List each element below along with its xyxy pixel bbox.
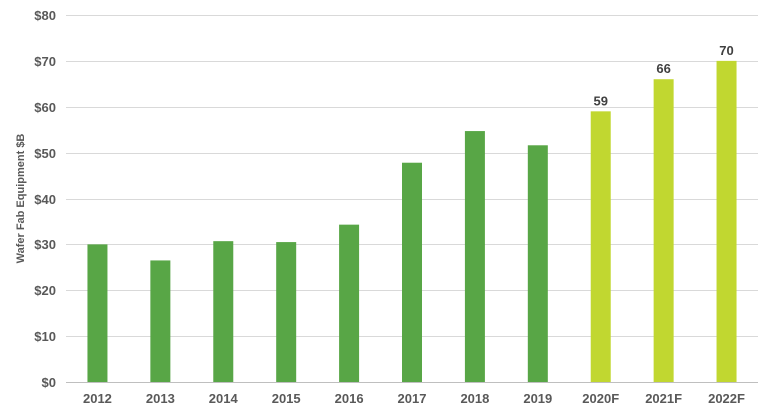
y-tick-label: $10 [34,329,56,344]
y-tick-label: $30 [34,237,56,252]
bar-2018 [464,131,485,382]
bar-2022f [716,60,737,382]
data-labels: 59 66 70 [593,43,733,108]
x-tick-label: 2021F [645,391,682,406]
x-tick-label: 2017 [398,391,427,406]
x-tick-label: 2015 [272,391,301,406]
bar-2020f [590,111,611,383]
data-label: 59 [593,93,607,108]
bar-2017 [402,162,422,382]
y-tick-label: $50 [34,146,56,161]
x-tick-label: 2016 [335,391,364,406]
x-axis-ticks: 2012 2013 2014 2015 2016 2017 2018 2019 2020F 202… [83,391,745,406]
bar-2012 [87,244,108,382]
bars [87,60,737,383]
x-tick-label: 2022F [708,391,745,406]
x-tick-label: 2020F [582,391,619,406]
y-tick-label: $40 [34,192,56,207]
x-tick-label: 2014 [209,391,239,406]
x-tick-label: 2012 [83,391,112,406]
y-tick-label: $60 [34,100,56,115]
y-axis-ticks: $0 $10 $20 $30 $40 $50 $60 $70 $80 [34,8,56,390]
bar-2014 [213,241,234,382]
x-tick-label: 2018 [460,391,489,406]
bar-2015 [276,242,297,382]
data-label: 70 [719,43,733,58]
x-tick-label: 2019 [523,391,552,406]
y-tick-label: $70 [34,54,56,69]
y-tick-label: $0 [42,375,56,390]
y-tick-label: $80 [34,8,56,23]
bar-2013 [150,260,171,382]
data-label: 66 [656,61,670,76]
y-tick-label: $20 [34,283,56,298]
bar-2021f [653,79,674,382]
y-axis-label: Wafer Fab Equipment $B [15,134,27,264]
x-tick-label: 2013 [146,391,175,406]
bar-2019 [527,145,548,382]
bar-2016 [339,224,360,382]
